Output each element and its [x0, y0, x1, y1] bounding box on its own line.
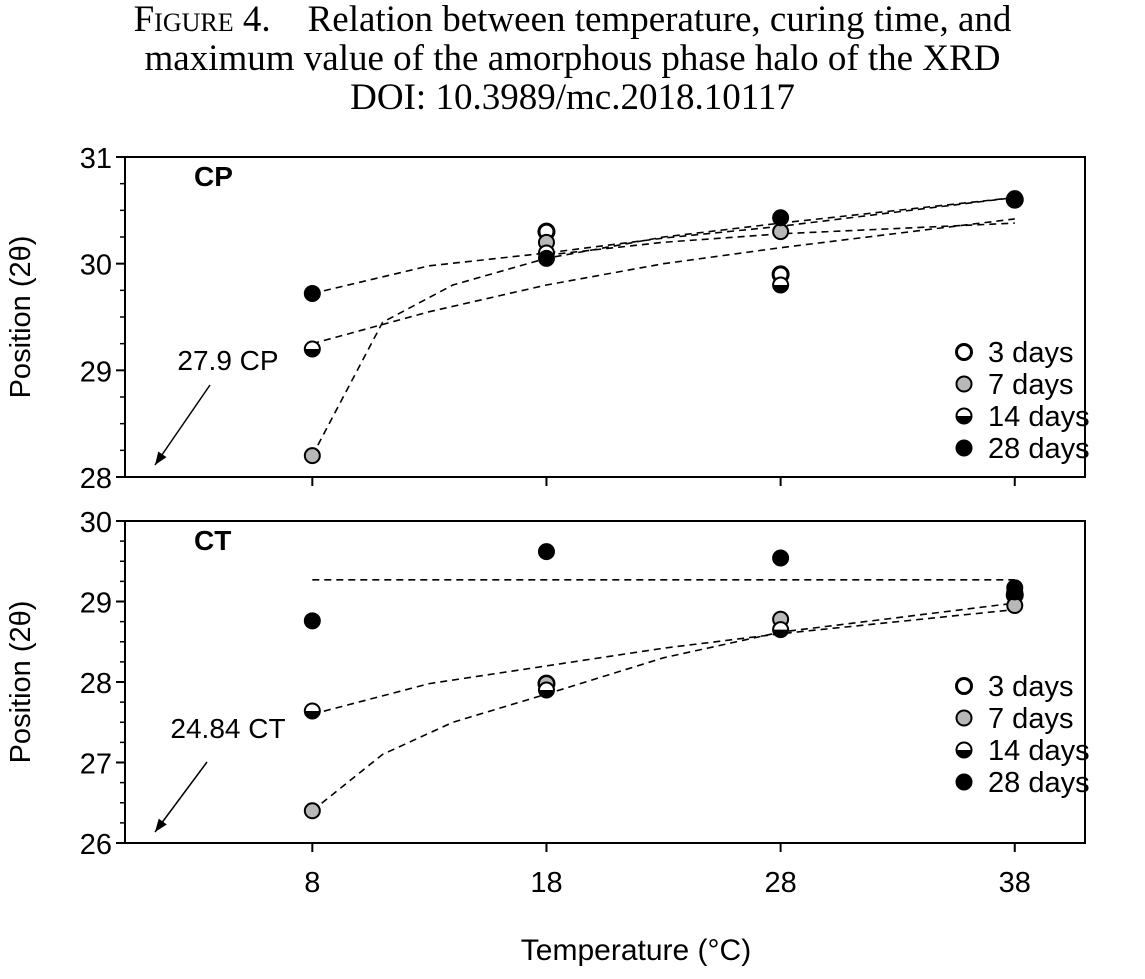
data-point-28-days — [303, 285, 321, 303]
data-point-14-days — [303, 340, 321, 358]
data-point-28-days — [537, 249, 555, 267]
annotation-arrow-head — [155, 818, 167, 832]
trend-line-14-days — [312, 218, 1015, 345]
legend-marker-open — [955, 343, 973, 361]
marker-circle — [955, 375, 973, 393]
legend-marker-gray — [955, 375, 973, 393]
x-tick-label: 8 — [304, 867, 320, 899]
legend-marker-filled — [955, 439, 973, 457]
legend-marker-gray — [955, 709, 973, 727]
marker-circle — [1006, 579, 1024, 597]
data-point-28-days — [1006, 579, 1024, 597]
annotation-arrow-line — [154, 761, 208, 833]
x-tick-label: 38 — [999, 867, 1031, 899]
legend-label: 14 days — [988, 735, 1090, 767]
marker-circle — [303, 447, 321, 465]
legend-label: 7 days — [988, 369, 1073, 401]
legend-label: 28 days — [988, 767, 1090, 799]
data-point-7-days — [303, 447, 321, 465]
marker-outline — [772, 621, 790, 639]
marker-circle — [955, 439, 973, 457]
marker-circle — [955, 343, 973, 361]
figure-title: Relation between temperature, curing tim… — [307, 0, 1012, 40]
trend-line-14-days — [312, 608, 1015, 715]
x-axis-label: Temperature (°C) — [521, 934, 751, 967]
marker-outline — [537, 681, 555, 699]
annotation-arrow-head — [155, 451, 167, 465]
data-point-28-days — [1006, 190, 1024, 208]
annotation-label: 24.84 CT — [170, 713, 285, 744]
y-tick-label: 31 — [80, 143, 112, 175]
y-tick-label: 27 — [80, 749, 112, 781]
data-point-14-days — [537, 681, 555, 699]
data-point-7-days — [772, 223, 790, 241]
marker-circle — [303, 802, 321, 820]
x-tick-label: 18 — [530, 867, 562, 899]
data-point-28-days — [303, 612, 321, 630]
data-point-28-days — [772, 549, 790, 567]
panel-label: CT — [194, 525, 231, 556]
marker-circle — [303, 612, 321, 630]
x-tick-label: 28 — [764, 867, 796, 899]
legend-marker-half — [955, 741, 973, 759]
marker-circle — [772, 223, 790, 241]
legend-label: 3 days — [988, 337, 1073, 369]
figure-label: Figure 4. — [133, 0, 271, 40]
marker-circle — [537, 543, 555, 561]
annotation-label: 27.9 CP — [177, 345, 278, 376]
marker-circle — [537, 249, 555, 267]
legend-marker-filled — [955, 773, 973, 791]
data-point-28-days — [537, 543, 555, 561]
legend-label: 3 days — [988, 671, 1073, 703]
data-point-14-days — [772, 276, 790, 294]
trend-line-3-days — [546, 222, 1015, 256]
marker-circle — [1006, 190, 1024, 208]
data-point-7-days — [303, 802, 321, 820]
marker-outline — [955, 407, 973, 425]
marker-circle — [955, 709, 973, 727]
figure-caption: Figure 4. Relation between temperature, … — [0, 0, 1145, 117]
y-tick-label: 26 — [80, 829, 112, 861]
marker-circle — [772, 209, 790, 227]
y-tick-label: 29 — [80, 588, 112, 620]
y-tick-label: 28 — [80, 463, 112, 495]
marker-outline — [772, 276, 790, 294]
legend-marker-half — [955, 407, 973, 425]
y-tick-label: 30 — [80, 250, 112, 282]
panel-label: CP — [194, 161, 233, 192]
y-tick-label: 30 — [80, 507, 112, 539]
y-tick-label: 29 — [80, 356, 112, 388]
figure-doi: DOI: 10.3989/mc.2018.10117 — [350, 77, 795, 118]
y-tick-label: 28 — [80, 668, 112, 700]
marker-circle — [955, 677, 973, 695]
plot-frame — [124, 520, 1086, 844]
marker-outline — [955, 741, 973, 759]
marker-circle — [955, 773, 973, 791]
legend-label: 7 days — [988, 703, 1073, 735]
marker-circle — [772, 549, 790, 567]
annotation-arrow-line — [154, 384, 211, 466]
marker-outline — [303, 340, 321, 358]
trend-line-7-days — [311, 602, 1015, 812]
figure-title-line2: maximum value of the amorphous phase hal… — [144, 38, 1001, 79]
marker-circle — [303, 285, 321, 303]
panel-ct: 26 27 28 29 30 8 18 28 38 Position (2θ) CT 24.84 CT… — [5, 507, 1090, 899]
data-point-14-days — [303, 702, 321, 720]
trend-line-7-days — [311, 196, 1015, 457]
legend-marker-open — [955, 677, 973, 695]
legend-label: 14 days — [988, 401, 1090, 433]
y-axis-label: Position (2θ) — [5, 236, 37, 399]
legend-label: 28 days — [988, 433, 1090, 465]
data-point-14-days — [772, 621, 790, 639]
data-point-28-days — [772, 209, 790, 227]
marker-outline — [303, 702, 321, 720]
trend-line-28-days — [312, 196, 1015, 295]
y-axis-label: Position (2θ) — [5, 601, 37, 764]
